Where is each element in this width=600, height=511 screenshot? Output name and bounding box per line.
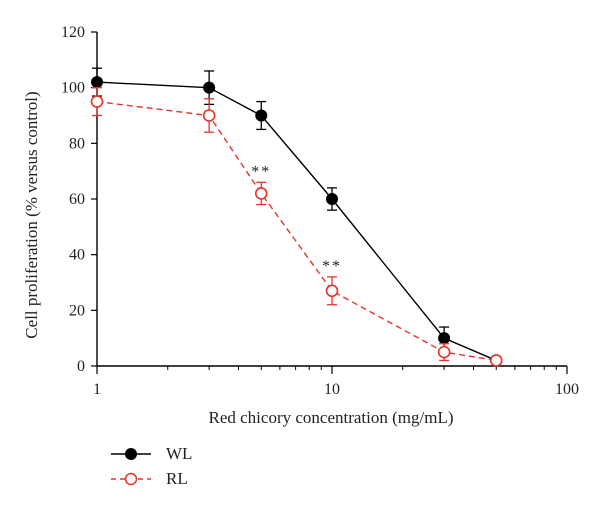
y-tick-label: 120 xyxy=(61,24,85,41)
significance-marker: ** xyxy=(322,258,342,275)
data-point xyxy=(254,187,268,200)
data-point xyxy=(489,354,503,367)
y-tick-label: 60 xyxy=(69,191,85,208)
data-point xyxy=(255,109,268,122)
data-point xyxy=(437,345,451,359)
significance-marker: ** xyxy=(251,163,271,180)
annotations: ** ** xyxy=(251,163,342,275)
legend-label-rl: RL xyxy=(166,469,188,488)
x-tick-label: 10 xyxy=(324,381,340,398)
legend-marker-rl xyxy=(124,472,138,486)
legend: WL RL xyxy=(111,444,192,488)
y-tick-label: 80 xyxy=(69,135,85,152)
data-point xyxy=(203,81,216,94)
y-tick-label: 100 xyxy=(61,80,85,97)
series-line-wl xyxy=(96,81,497,362)
series-line-rl xyxy=(96,100,497,362)
data-point xyxy=(90,95,104,108)
data-point xyxy=(438,332,451,345)
legend-marker-wl xyxy=(125,448,137,460)
legend-label-wl: WL xyxy=(166,444,192,463)
x-tick-label: 1 xyxy=(93,381,101,398)
y-tick-label: 20 xyxy=(69,302,85,319)
x-tick-label: 100 xyxy=(555,381,579,398)
y-axis-title: Cell proliferation (% versus control) xyxy=(22,91,41,338)
data-point xyxy=(202,109,216,122)
data-point xyxy=(325,284,339,298)
data-point xyxy=(326,193,338,205)
y-tick-label: 0 xyxy=(77,358,85,375)
y-tick-label: 40 xyxy=(69,247,85,264)
series-rl xyxy=(90,87,503,367)
series-layer xyxy=(90,67,503,367)
x-axis-title: Red chicory concentration (mg/mL) xyxy=(209,408,454,427)
series-wl xyxy=(91,67,503,367)
data-point xyxy=(91,76,103,89)
